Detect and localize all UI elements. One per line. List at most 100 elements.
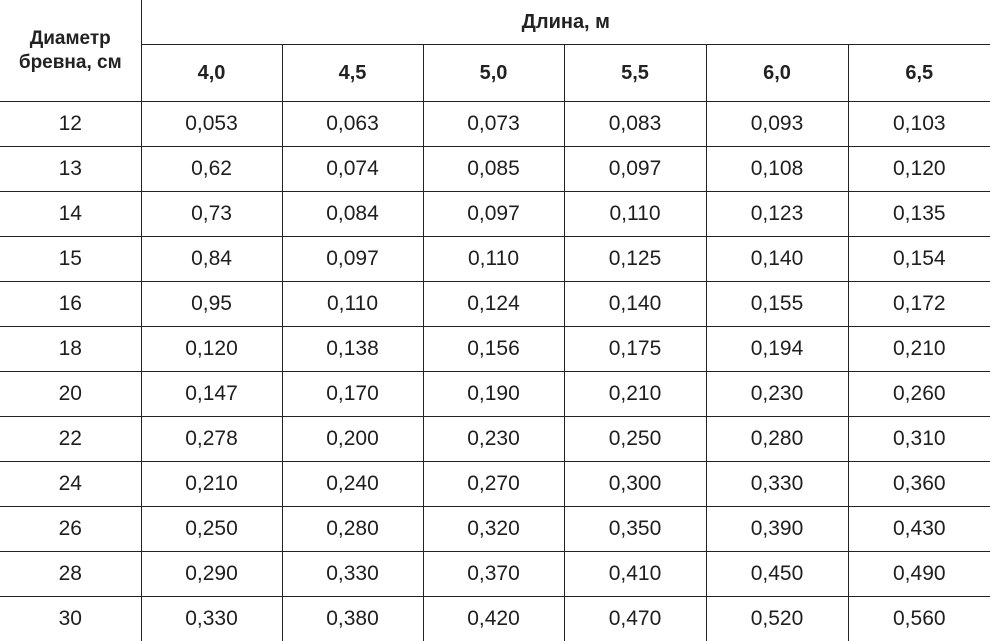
volume-cell: 0,84 bbox=[141, 237, 282, 282]
volume-cell: 0,123 bbox=[706, 192, 848, 237]
volume-cell: 0,124 bbox=[423, 282, 564, 327]
volume-cell: 0,95 bbox=[141, 282, 282, 327]
volume-cell: 0,085 bbox=[423, 147, 564, 192]
volume-cell: 0,172 bbox=[848, 282, 990, 327]
volume-cell: 0,210 bbox=[141, 462, 282, 507]
volume-cell: 0,140 bbox=[706, 237, 848, 282]
length-header-cell: 6,0 bbox=[706, 45, 848, 102]
volume-cell: 0,175 bbox=[564, 327, 706, 372]
volume-cell: 0,170 bbox=[282, 372, 423, 417]
volume-cell: 0,140 bbox=[564, 282, 706, 327]
diameter-cell: 14 bbox=[0, 192, 141, 237]
volume-cell: 0,73 bbox=[141, 192, 282, 237]
volume-cell: 0,147 bbox=[141, 372, 282, 417]
volume-cell: 0,390 bbox=[706, 507, 848, 552]
diameter-cell: 26 bbox=[0, 507, 141, 552]
volume-cell: 0,300 bbox=[564, 462, 706, 507]
volume-cell: 0,097 bbox=[282, 237, 423, 282]
volume-cell: 0,135 bbox=[848, 192, 990, 237]
volume-cell: 0,490 bbox=[848, 552, 990, 597]
diameter-cell: 30 bbox=[0, 597, 141, 641]
volume-cell: 0,250 bbox=[141, 507, 282, 552]
volume-cell: 0,093 bbox=[706, 102, 848, 147]
volume-cell: 0,074 bbox=[282, 147, 423, 192]
volume-cell: 0,430 bbox=[848, 507, 990, 552]
volume-cell: 0,155 bbox=[706, 282, 848, 327]
volume-cell: 0,120 bbox=[848, 147, 990, 192]
volume-cell: 0,073 bbox=[423, 102, 564, 147]
volume-cell: 0,110 bbox=[423, 237, 564, 282]
volume-cell: 0,280 bbox=[706, 417, 848, 462]
volume-cell: 0,360 bbox=[848, 462, 990, 507]
length-header-cell: 5,0 bbox=[423, 45, 564, 102]
volume-cell: 0,410 bbox=[564, 552, 706, 597]
volume-cell: 0,62 bbox=[141, 147, 282, 192]
volume-cell: 0,084 bbox=[282, 192, 423, 237]
diameter-cell: 12 bbox=[0, 102, 141, 147]
volume-cell: 0,370 bbox=[423, 552, 564, 597]
volume-cell: 0,350 bbox=[564, 507, 706, 552]
volume-cell: 0,110 bbox=[282, 282, 423, 327]
volume-cell: 0,063 bbox=[282, 102, 423, 147]
volume-cell: 0,270 bbox=[423, 462, 564, 507]
volume-cell: 0,083 bbox=[564, 102, 706, 147]
volume-cell: 0,280 bbox=[282, 507, 423, 552]
volume-cell: 0,420 bbox=[423, 597, 564, 641]
volume-cell: 0,103 bbox=[848, 102, 990, 147]
volume-cell: 0,156 bbox=[423, 327, 564, 372]
volume-cell: 0,210 bbox=[848, 327, 990, 372]
volume-cell: 0,210 bbox=[564, 372, 706, 417]
volume-cell: 0,520 bbox=[706, 597, 848, 641]
length-header-cell: 4,0 bbox=[141, 45, 282, 102]
length-header-cell: 6,5 bbox=[848, 45, 990, 102]
volume-cell: 0,097 bbox=[564, 147, 706, 192]
volume-cell: 0,330 bbox=[141, 597, 282, 641]
volume-cell: 0,450 bbox=[706, 552, 848, 597]
volume-cell: 0,230 bbox=[423, 417, 564, 462]
diameter-cell: 16 bbox=[0, 282, 141, 327]
volume-cell: 0,230 bbox=[706, 372, 848, 417]
volume-cell: 0,108 bbox=[706, 147, 848, 192]
diameter-column-header: Диаметр бревна, см bbox=[0, 0, 141, 102]
diameter-cell: 24 bbox=[0, 462, 141, 507]
volume-cell: 0,194 bbox=[706, 327, 848, 372]
diameter-cell: 15 bbox=[0, 237, 141, 282]
volume-cell: 0,138 bbox=[282, 327, 423, 372]
volume-cell: 0,097 bbox=[423, 192, 564, 237]
volume-cell: 0,154 bbox=[848, 237, 990, 282]
volume-cell: 0,120 bbox=[141, 327, 282, 372]
diameter-cell: 22 bbox=[0, 417, 141, 462]
volume-cell: 0,380 bbox=[282, 597, 423, 641]
length-group-header: Длина, м bbox=[141, 0, 990, 45]
volume-cell: 0,190 bbox=[423, 372, 564, 417]
volume-cell: 0,470 bbox=[564, 597, 706, 641]
diameter-cell: 20 bbox=[0, 372, 141, 417]
volume-cell: 0,110 bbox=[564, 192, 706, 237]
diameter-cell: 18 bbox=[0, 327, 141, 372]
volume-cell: 0,240 bbox=[282, 462, 423, 507]
length-header-cell: 4,5 bbox=[282, 45, 423, 102]
volume-cell: 0,330 bbox=[706, 462, 848, 507]
volume-cell: 0,053 bbox=[141, 102, 282, 147]
diameter-cell: 28 bbox=[0, 552, 141, 597]
volume-cell: 0,560 bbox=[848, 597, 990, 641]
volume-cell: 0,330 bbox=[282, 552, 423, 597]
volume-cell: 0,260 bbox=[848, 372, 990, 417]
volume-cell: 0,125 bbox=[564, 237, 706, 282]
volume-cell: 0,200 bbox=[282, 417, 423, 462]
volume-cell: 0,320 bbox=[423, 507, 564, 552]
volume-cell: 0,278 bbox=[141, 417, 282, 462]
